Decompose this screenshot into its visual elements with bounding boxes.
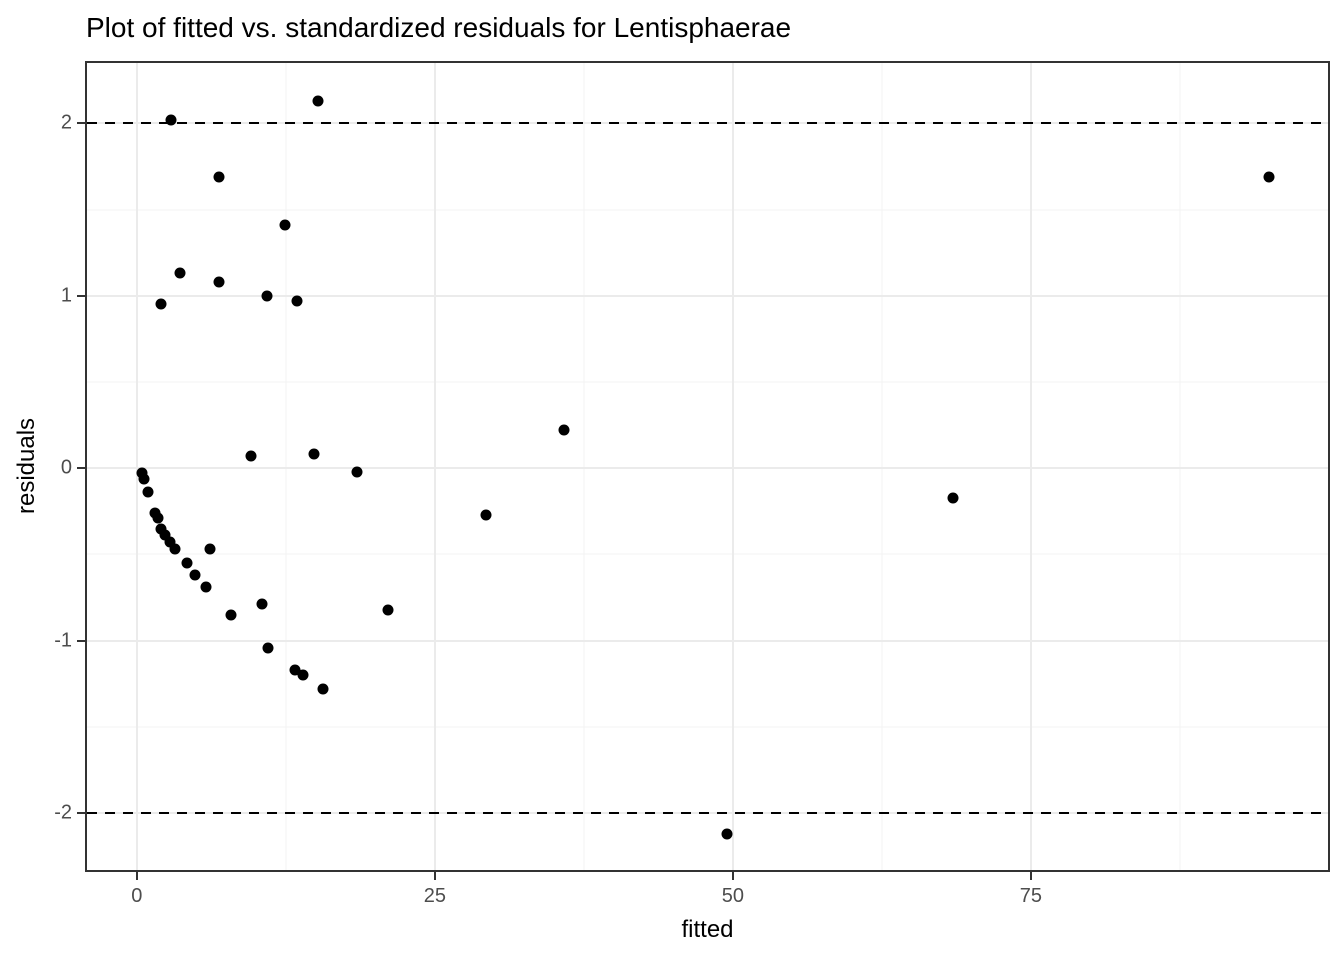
y-tick-label: -1 bbox=[54, 629, 72, 652]
data-point bbox=[225, 609, 237, 621]
minor-gridline-y bbox=[87, 209, 1328, 211]
data-point bbox=[213, 171, 225, 183]
data-point bbox=[480, 509, 492, 521]
reference-line bbox=[87, 812, 1328, 815]
x-tick-label: 25 bbox=[423, 885, 446, 907]
x-tick-label: 50 bbox=[721, 885, 745, 907]
y-tick-mark bbox=[77, 467, 85, 470]
y-tick-mark bbox=[77, 639, 85, 642]
data-point bbox=[317, 683, 329, 695]
data-point bbox=[256, 598, 268, 610]
y-tick-label: 1 bbox=[60, 284, 72, 307]
y-tick-label: 0 bbox=[60, 456, 72, 479]
minor-gridline-x bbox=[583, 63, 585, 870]
data-point bbox=[261, 290, 273, 302]
data-point bbox=[262, 642, 274, 654]
y-axis-title: residuals bbox=[13, 417, 40, 515]
data-point bbox=[947, 492, 959, 504]
data-point bbox=[155, 298, 167, 310]
reference-line bbox=[87, 122, 1328, 125]
minor-gridline-y bbox=[87, 381, 1328, 383]
x-tick-mark bbox=[1029, 872, 1032, 880]
plot-panel bbox=[85, 61, 1330, 872]
data-point bbox=[289, 664, 301, 676]
data-point bbox=[308, 448, 320, 460]
data-point bbox=[138, 473, 150, 485]
minor-gridline-x bbox=[285, 63, 287, 870]
major-gridline-x bbox=[135, 63, 138, 870]
data-point bbox=[200, 581, 212, 593]
x-axis-title: fitted bbox=[681, 916, 734, 943]
data-point bbox=[245, 450, 257, 462]
data-point bbox=[165, 114, 177, 126]
data-point bbox=[297, 669, 309, 681]
data-point bbox=[159, 529, 171, 541]
x-tick-label: 75 bbox=[1019, 885, 1043, 907]
y-tick-mark bbox=[77, 812, 85, 815]
minor-gridline-y bbox=[87, 726, 1328, 728]
data-point bbox=[279, 219, 291, 231]
major-gridline-y bbox=[87, 639, 1328, 642]
x-tick-mark bbox=[731, 872, 734, 880]
data-point bbox=[181, 557, 193, 569]
data-point bbox=[155, 523, 167, 535]
minor-gridline-x bbox=[881, 63, 883, 870]
data-point bbox=[204, 543, 216, 555]
y-tick-label: -2 bbox=[54, 801, 72, 824]
data-point bbox=[558, 424, 570, 436]
data-point bbox=[291, 295, 303, 307]
x-tick-label: 0 bbox=[131, 885, 143, 907]
data-point bbox=[721, 828, 733, 840]
major-gridline-x bbox=[433, 63, 436, 870]
y-tick-label: 2 bbox=[60, 111, 72, 134]
data-point bbox=[382, 604, 394, 616]
x-tick-mark bbox=[135, 872, 138, 880]
data-point bbox=[213, 276, 225, 288]
data-point bbox=[312, 95, 324, 107]
data-point bbox=[1263, 171, 1275, 183]
major-gridline-y bbox=[87, 294, 1328, 297]
major-gridline-y bbox=[87, 467, 1328, 470]
minor-gridline-x bbox=[1179, 63, 1181, 870]
data-point bbox=[351, 466, 363, 478]
data-point bbox=[152, 512, 164, 524]
x-tick-mark bbox=[433, 872, 436, 880]
y-tick-mark bbox=[77, 122, 85, 125]
major-gridline-x bbox=[731, 63, 734, 870]
major-gridline-x bbox=[1029, 63, 1032, 870]
y-tick-mark bbox=[77, 294, 85, 297]
data-point bbox=[169, 543, 181, 555]
minor-gridline-y bbox=[87, 553, 1328, 555]
data-point bbox=[189, 569, 201, 581]
data-point bbox=[142, 486, 154, 498]
plot-title: Plot of fitted vs. standardized residual… bbox=[86, 12, 792, 43]
data-point bbox=[174, 267, 186, 279]
data-point bbox=[164, 536, 176, 548]
